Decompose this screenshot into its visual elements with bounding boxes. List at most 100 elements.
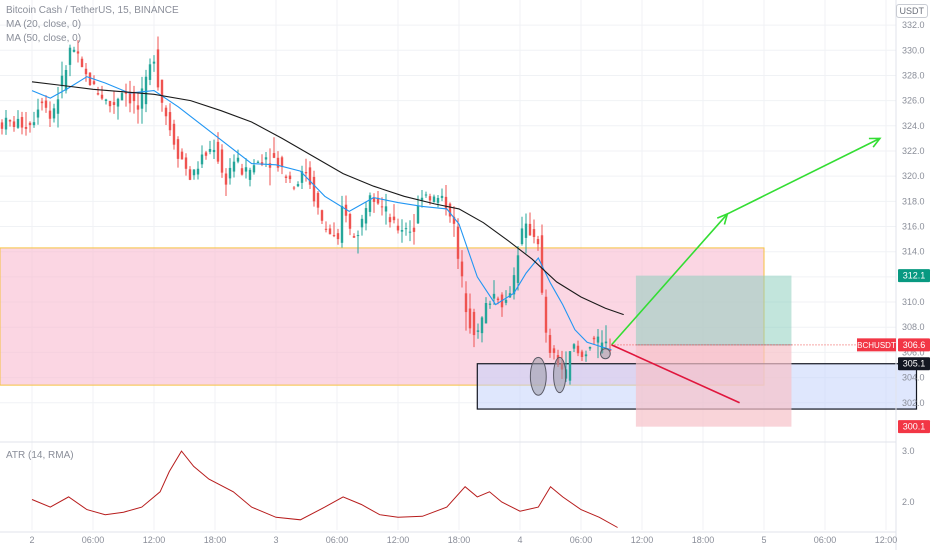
candle-body [512, 275, 516, 295]
candle-body [492, 293, 496, 299]
candle-body [532, 229, 536, 238]
candle-body [192, 169, 196, 176]
x-tick-label: 12:00 [875, 535, 898, 545]
candle-body [448, 203, 452, 217]
candle [120, 90, 124, 101]
x-tick-label: 06:00 [814, 535, 837, 545]
candle-body [456, 226, 460, 259]
candle [256, 160, 260, 163]
candle [172, 119, 176, 150]
candle-body [404, 228, 408, 230]
candle [528, 212, 532, 236]
legend-ma50: MA (50, close, 0) [6, 33, 82, 44]
candle-body [284, 176, 288, 178]
bullish-arrow [610, 213, 728, 346]
candle [452, 206, 456, 237]
candle-body [60, 75, 64, 87]
y-tick-label: 308.0 [902, 322, 925, 332]
candle-body [108, 100, 112, 107]
candle-body [140, 88, 144, 109]
candle-body [544, 296, 548, 333]
candle [576, 340, 580, 357]
candle [92, 75, 96, 86]
candle [480, 316, 484, 343]
candle [52, 103, 56, 123]
candle [44, 95, 48, 113]
candle-body [344, 204, 348, 216]
y-tick-label: 316.0 [902, 222, 925, 232]
candle [100, 85, 104, 101]
candle [460, 250, 464, 288]
candle-body [572, 344, 576, 349]
price-tag-text: 305.1 [903, 359, 926, 369]
candle [588, 346, 592, 351]
candle-body [176, 139, 180, 159]
candle-body [64, 69, 68, 91]
candle-body [484, 303, 488, 324]
candle [276, 151, 280, 172]
drawings[interactable] [529, 137, 882, 404]
candle [188, 166, 192, 181]
candle [252, 159, 256, 175]
candle-body [168, 112, 172, 131]
symbol-price-label: BCHUSDT 306.6 [857, 338, 930, 352]
candle-body [380, 206, 384, 208]
marker-ellipse [600, 348, 611, 360]
candle [8, 119, 12, 127]
candle [12, 115, 16, 132]
candle [232, 154, 236, 178]
candle [72, 46, 76, 53]
candle [364, 202, 368, 231]
candle-body [412, 227, 416, 232]
candle [96, 86, 100, 96]
x-tick-label: 06:00 [570, 535, 593, 545]
candle-body [292, 187, 296, 189]
candle [280, 155, 284, 175]
box-top-price-label: 305.1 [898, 357, 930, 371]
price-tag [898, 420, 930, 434]
price-tag-text: 300.1 [903, 422, 926, 432]
candle [548, 328, 552, 358]
candle-body [132, 91, 136, 102]
candle-body [200, 154, 204, 165]
price-tag-text: 306.6 [903, 340, 926, 350]
candle [248, 167, 252, 187]
candle-body [36, 109, 40, 118]
candle-body [304, 172, 308, 174]
candle-body [252, 165, 256, 173]
candle [432, 194, 436, 203]
candle [292, 186, 296, 191]
candle-body [212, 149, 216, 153]
candle [60, 61, 64, 99]
candle-body [128, 92, 132, 104]
candle [168, 103, 172, 137]
candle [580, 349, 584, 362]
candle [456, 218, 460, 269]
zones [0, 247, 918, 427]
candle [140, 76, 144, 124]
candle [156, 36, 160, 91]
candle [520, 216, 524, 246]
candle-body [256, 161, 260, 163]
candle [224, 168, 228, 196]
y-tick-label: 310.0 [902, 297, 925, 307]
candle [132, 85, 136, 114]
candle [204, 150, 208, 160]
candle-body [112, 102, 116, 105]
candle [272, 137, 276, 159]
candle [208, 140, 212, 155]
candle [592, 335, 596, 345]
y-tick-label: 314.0 [902, 247, 925, 257]
candle-body [228, 167, 232, 179]
moving-averages [31, 76, 896, 351]
candle-body [232, 161, 236, 172]
atr-pane [31, 450, 618, 528]
candle [516, 246, 520, 291]
candle [436, 195, 440, 208]
candle-body [488, 303, 492, 305]
candle [512, 267, 516, 300]
currency-badge[interactable]: USDT [895, 4, 928, 18]
candle-body [548, 335, 552, 353]
